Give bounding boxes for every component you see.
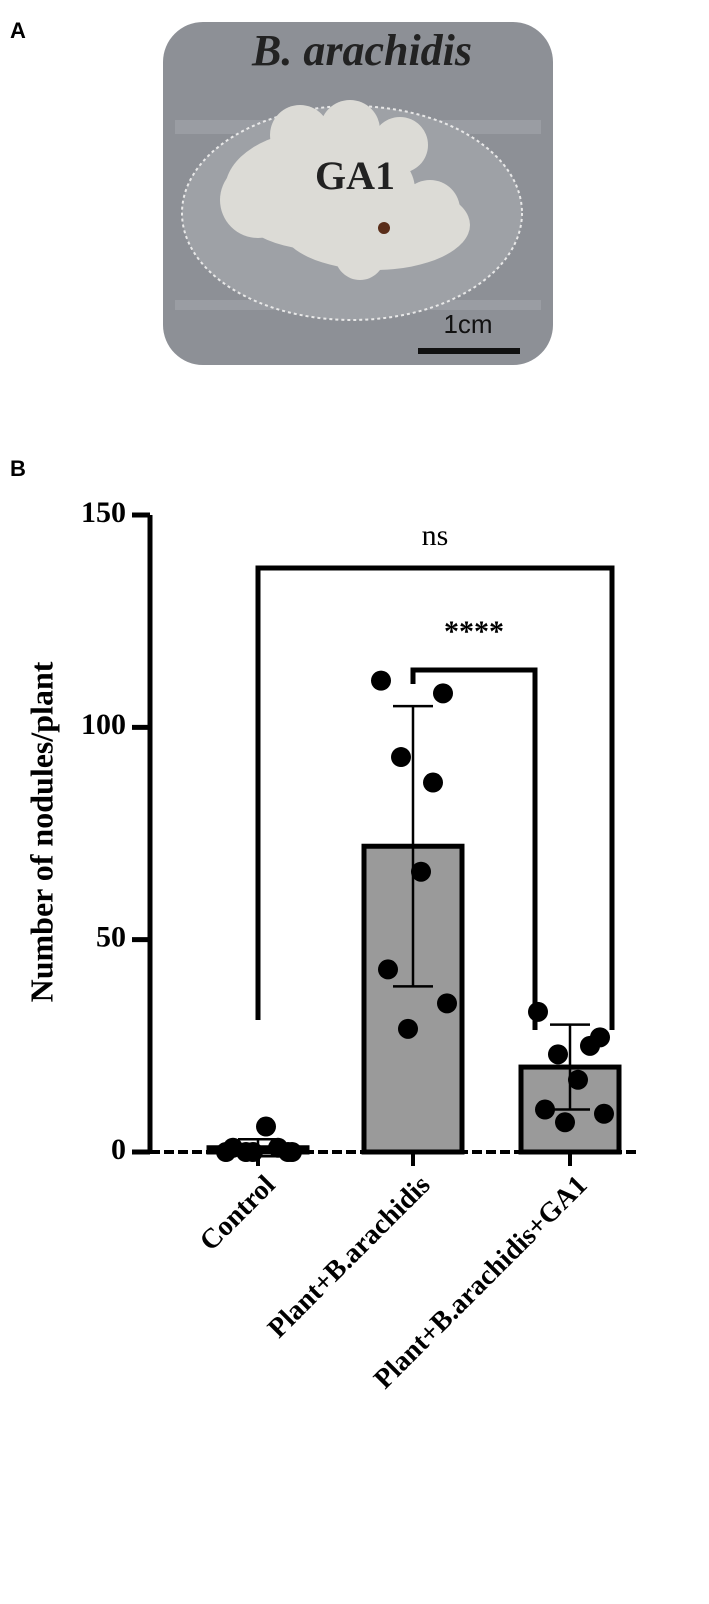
data-point bbox=[223, 1137, 243, 1158]
data-point bbox=[437, 993, 457, 1014]
y-tick-label: 100 bbox=[81, 708, 126, 741]
bracket bbox=[410, 667, 538, 1030]
scale-bar bbox=[418, 348, 520, 354]
y-tick-label: 0 bbox=[111, 1133, 126, 1166]
panel-label: A bbox=[10, 18, 26, 43]
data-point bbox=[256, 1116, 276, 1137]
x-tick-label: Plant+B.arachidis bbox=[262, 1170, 437, 1345]
y-tick-label: 150 bbox=[81, 496, 126, 529]
colony bbox=[220, 100, 470, 280]
data-point bbox=[568, 1069, 588, 1090]
bracket bbox=[255, 565, 615, 1030]
annotation: ns bbox=[422, 519, 449, 552]
y-tick-label: 50 bbox=[96, 921, 126, 954]
chart: 0 50 100 150 Number of nodules/plant ControlP… bbox=[23, 496, 640, 1395]
annotation: **** bbox=[444, 615, 504, 648]
data-point bbox=[391, 747, 411, 768]
data-point bbox=[580, 1035, 600, 1056]
data-point bbox=[243, 1142, 263, 1162]
data-point bbox=[282, 1142, 302, 1162]
photo-title: B. arachidis bbox=[251, 26, 472, 75]
colony-label: GA1 bbox=[315, 153, 395, 198]
data-point bbox=[528, 1001, 548, 1022]
scale-bar-label: 1cm bbox=[443, 309, 492, 339]
data-point bbox=[535, 1099, 555, 1120]
y-axis-label: Number of nodules/plant bbox=[23, 661, 59, 1002]
x-tick-label: Control bbox=[194, 1169, 282, 1257]
data-point bbox=[371, 670, 391, 691]
data-point bbox=[378, 959, 398, 980]
data-point bbox=[398, 1018, 418, 1039]
error-bar bbox=[550, 1023, 590, 1111]
error-bar bbox=[393, 704, 433, 988]
data-point bbox=[555, 1112, 575, 1133]
data-point bbox=[411, 861, 431, 882]
droplet bbox=[378, 222, 390, 234]
data-point bbox=[548, 1044, 568, 1065]
data-point bbox=[423, 772, 443, 793]
data-point bbox=[433, 683, 453, 704]
data-point bbox=[594, 1103, 614, 1124]
panel-label: B bbox=[10, 456, 26, 481]
